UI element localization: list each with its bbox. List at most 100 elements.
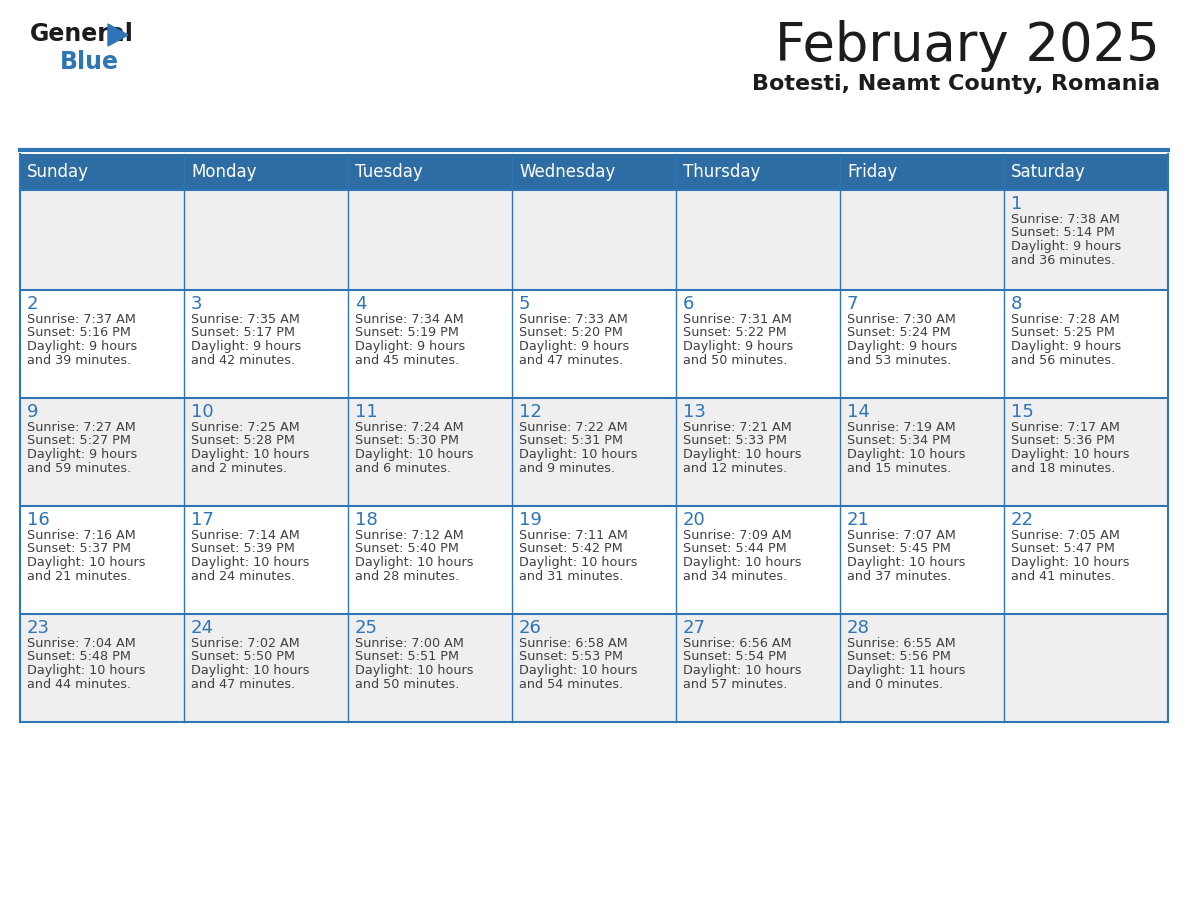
Text: 23: 23 xyxy=(27,619,50,637)
Text: 10: 10 xyxy=(191,403,214,421)
Text: Daylight: 9 hours: Daylight: 9 hours xyxy=(1011,340,1121,353)
Text: Sunrise: 7:11 AM: Sunrise: 7:11 AM xyxy=(519,529,628,542)
Text: Sunrise: 7:05 AM: Sunrise: 7:05 AM xyxy=(1011,529,1120,542)
Text: and 31 minutes.: and 31 minutes. xyxy=(519,569,624,583)
Bar xyxy=(20,190,184,290)
Text: Daylight: 10 hours: Daylight: 10 hours xyxy=(27,556,145,569)
Text: Sunset: 5:56 PM: Sunset: 5:56 PM xyxy=(847,651,950,664)
Text: Daylight: 10 hours: Daylight: 10 hours xyxy=(191,664,310,677)
Text: and 37 minutes.: and 37 minutes. xyxy=(847,569,952,583)
Text: Sunset: 5:53 PM: Sunset: 5:53 PM xyxy=(519,651,623,664)
Bar xyxy=(840,290,1004,398)
Text: Sunset: 5:24 PM: Sunset: 5:24 PM xyxy=(847,327,950,340)
Text: Blue: Blue xyxy=(61,50,119,74)
Text: Daylight: 10 hours: Daylight: 10 hours xyxy=(519,448,638,461)
Bar xyxy=(20,506,184,614)
Text: Sunset: 5:47 PM: Sunset: 5:47 PM xyxy=(1011,543,1114,555)
Bar xyxy=(840,398,1004,506)
Text: 7: 7 xyxy=(847,295,859,313)
Text: Sunset: 5:19 PM: Sunset: 5:19 PM xyxy=(355,327,459,340)
Bar xyxy=(184,154,348,190)
Bar xyxy=(840,614,1004,722)
Text: Sunset: 5:22 PM: Sunset: 5:22 PM xyxy=(683,327,786,340)
Text: Sunrise: 7:21 AM: Sunrise: 7:21 AM xyxy=(683,421,791,434)
Text: Sunrise: 7:12 AM: Sunrise: 7:12 AM xyxy=(355,529,463,542)
Text: 19: 19 xyxy=(519,511,542,529)
Bar xyxy=(676,506,840,614)
Text: Daylight: 10 hours: Daylight: 10 hours xyxy=(191,448,310,461)
Text: and 15 minutes.: and 15 minutes. xyxy=(847,462,952,475)
Text: and 42 minutes.: and 42 minutes. xyxy=(191,353,295,366)
Bar xyxy=(512,290,676,398)
Text: Tuesday: Tuesday xyxy=(355,163,423,181)
Text: 21: 21 xyxy=(847,511,870,529)
Bar xyxy=(512,506,676,614)
Text: and 2 minutes.: and 2 minutes. xyxy=(191,462,287,475)
Text: Sunday: Sunday xyxy=(27,163,89,181)
Text: General: General xyxy=(30,22,134,46)
Text: Daylight: 10 hours: Daylight: 10 hours xyxy=(847,556,966,569)
Bar xyxy=(184,398,348,506)
Text: Sunrise: 7:02 AM: Sunrise: 7:02 AM xyxy=(191,637,299,650)
Text: 27: 27 xyxy=(683,619,706,637)
Text: Daylight: 10 hours: Daylight: 10 hours xyxy=(683,556,802,569)
Bar xyxy=(676,290,840,398)
Bar xyxy=(676,154,840,190)
Text: Daylight: 10 hours: Daylight: 10 hours xyxy=(519,664,638,677)
Text: 11: 11 xyxy=(355,403,378,421)
Text: Daylight: 10 hours: Daylight: 10 hours xyxy=(1011,448,1130,461)
Text: Botesti, Neamt County, Romania: Botesti, Neamt County, Romania xyxy=(752,74,1159,94)
Text: Daylight: 10 hours: Daylight: 10 hours xyxy=(847,448,966,461)
Bar xyxy=(840,154,1004,190)
Text: and 47 minutes.: and 47 minutes. xyxy=(519,353,624,366)
Text: Sunrise: 7:33 AM: Sunrise: 7:33 AM xyxy=(519,313,628,326)
Bar xyxy=(20,614,184,722)
Text: Sunrise: 7:14 AM: Sunrise: 7:14 AM xyxy=(191,529,299,542)
Text: Daylight: 10 hours: Daylight: 10 hours xyxy=(1011,556,1130,569)
Text: 17: 17 xyxy=(191,511,214,529)
Text: 18: 18 xyxy=(355,511,378,529)
Text: Monday: Monday xyxy=(191,163,257,181)
Text: Sunrise: 7:24 AM: Sunrise: 7:24 AM xyxy=(355,421,463,434)
Text: Daylight: 10 hours: Daylight: 10 hours xyxy=(683,448,802,461)
Text: Daylight: 9 hours: Daylight: 9 hours xyxy=(519,340,630,353)
Bar xyxy=(512,190,676,290)
Text: Thursday: Thursday xyxy=(683,163,760,181)
Text: Sunset: 5:48 PM: Sunset: 5:48 PM xyxy=(27,651,131,664)
Text: Sunrise: 7:35 AM: Sunrise: 7:35 AM xyxy=(191,313,299,326)
Text: Sunrise: 7:17 AM: Sunrise: 7:17 AM xyxy=(1011,421,1120,434)
Text: Sunset: 5:50 PM: Sunset: 5:50 PM xyxy=(191,651,295,664)
Bar xyxy=(840,506,1004,614)
Text: Sunset: 5:54 PM: Sunset: 5:54 PM xyxy=(683,651,786,664)
Text: Sunrise: 7:19 AM: Sunrise: 7:19 AM xyxy=(847,421,956,434)
Bar xyxy=(20,290,184,398)
Bar xyxy=(676,398,840,506)
Text: Daylight: 10 hours: Daylight: 10 hours xyxy=(519,556,638,569)
Text: and 9 minutes.: and 9 minutes. xyxy=(519,462,615,475)
Text: and 56 minutes.: and 56 minutes. xyxy=(1011,353,1116,366)
Text: Sunrise: 7:31 AM: Sunrise: 7:31 AM xyxy=(683,313,792,326)
Bar xyxy=(1004,154,1168,190)
Bar xyxy=(348,614,512,722)
Text: and 57 minutes.: and 57 minutes. xyxy=(683,677,788,690)
Bar xyxy=(348,506,512,614)
Text: 14: 14 xyxy=(847,403,870,421)
Text: and 54 minutes.: and 54 minutes. xyxy=(519,677,624,690)
Text: and 6 minutes.: and 6 minutes. xyxy=(355,462,451,475)
Bar xyxy=(20,154,184,190)
Text: 1: 1 xyxy=(1011,195,1023,213)
Text: Sunset: 5:40 PM: Sunset: 5:40 PM xyxy=(355,543,459,555)
Bar xyxy=(512,614,676,722)
Text: Sunrise: 7:22 AM: Sunrise: 7:22 AM xyxy=(519,421,627,434)
Text: Sunset: 5:17 PM: Sunset: 5:17 PM xyxy=(191,327,295,340)
Bar xyxy=(184,190,348,290)
Text: Sunset: 5:34 PM: Sunset: 5:34 PM xyxy=(847,434,950,447)
Text: Daylight: 10 hours: Daylight: 10 hours xyxy=(27,664,145,677)
Text: 20: 20 xyxy=(683,511,706,529)
Text: 5: 5 xyxy=(519,295,531,313)
Text: Sunrise: 7:30 AM: Sunrise: 7:30 AM xyxy=(847,313,956,326)
Text: Sunrise: 6:56 AM: Sunrise: 6:56 AM xyxy=(683,637,791,650)
Text: and 41 minutes.: and 41 minutes. xyxy=(1011,569,1116,583)
Text: Sunset: 5:36 PM: Sunset: 5:36 PM xyxy=(1011,434,1114,447)
Bar xyxy=(348,154,512,190)
